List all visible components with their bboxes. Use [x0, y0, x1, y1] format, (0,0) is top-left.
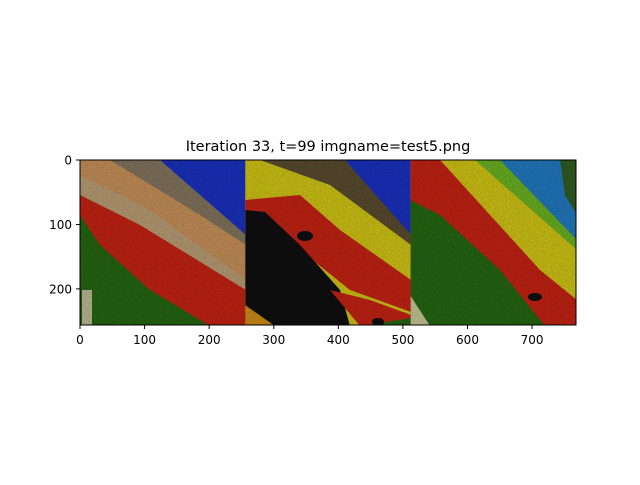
x-tick-label: 200 — [198, 333, 221, 347]
image-panel-3 — [410, 160, 577, 325]
y-tick-label: 100 — [49, 218, 72, 232]
x-axis: 0 100 200 300 400 500 600 700 — [76, 325, 544, 347]
image-panel-2 — [245, 160, 411, 325]
image-panel-1 — [80, 160, 246, 325]
image-display — [80, 160, 577, 325]
x-tick-label: 400 — [327, 333, 350, 347]
x-tick-label: 700 — [521, 333, 544, 347]
chart-title: Iteration 33, t=99 imgname=test5.png — [186, 139, 471, 155]
x-tick-label: 300 — [262, 333, 285, 347]
x-tick-label: 100 — [133, 333, 156, 347]
x-tick-label: 600 — [456, 333, 479, 347]
y-axis: 0 100 200 — [49, 154, 80, 296]
x-tick-label: 0 — [76, 333, 84, 347]
axes-frame — [79, 159, 577, 326]
y-tick-label: 0 — [64, 154, 72, 168]
y-tick-label: 200 — [49, 282, 72, 296]
x-tick-label: 500 — [391, 333, 414, 347]
